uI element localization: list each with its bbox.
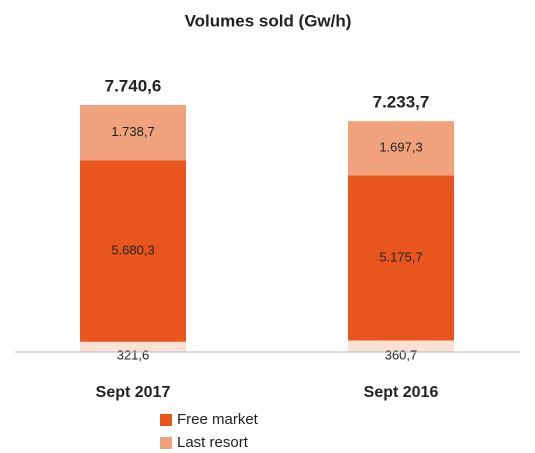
value-label: 5.175,7 bbox=[379, 249, 422, 264]
value-label: 360,7 bbox=[385, 347, 418, 362]
x-tick-label: Sept 2016 bbox=[364, 384, 439, 401]
bar-segment bbox=[348, 175, 454, 341]
value-label: 1.697,3 bbox=[379, 140, 422, 155]
bar-segment bbox=[80, 105, 186, 161]
value-label: 5.680,3 bbox=[111, 243, 154, 258]
chart-title: Volumes sold (Gw/h) bbox=[185, 11, 352, 30]
legend-label: Free market bbox=[177, 411, 259, 428]
value-label: 321,6 bbox=[117, 347, 150, 362]
total-label: 7.740,6 bbox=[105, 76, 162, 95]
x-tick-label: Sept 2017 bbox=[96, 384, 171, 401]
legend-swatch bbox=[160, 414, 172, 426]
legend-label: Last resort bbox=[177, 434, 249, 451]
legend-swatch bbox=[160, 437, 172, 449]
bar-segment bbox=[80, 160, 186, 342]
bar-segment bbox=[80, 341, 186, 352]
bar-segment bbox=[348, 121, 454, 176]
bar-segment bbox=[348, 340, 454, 352]
total-label: 7.233,7 bbox=[373, 93, 430, 112]
value-label: 1.738,7 bbox=[111, 124, 154, 139]
